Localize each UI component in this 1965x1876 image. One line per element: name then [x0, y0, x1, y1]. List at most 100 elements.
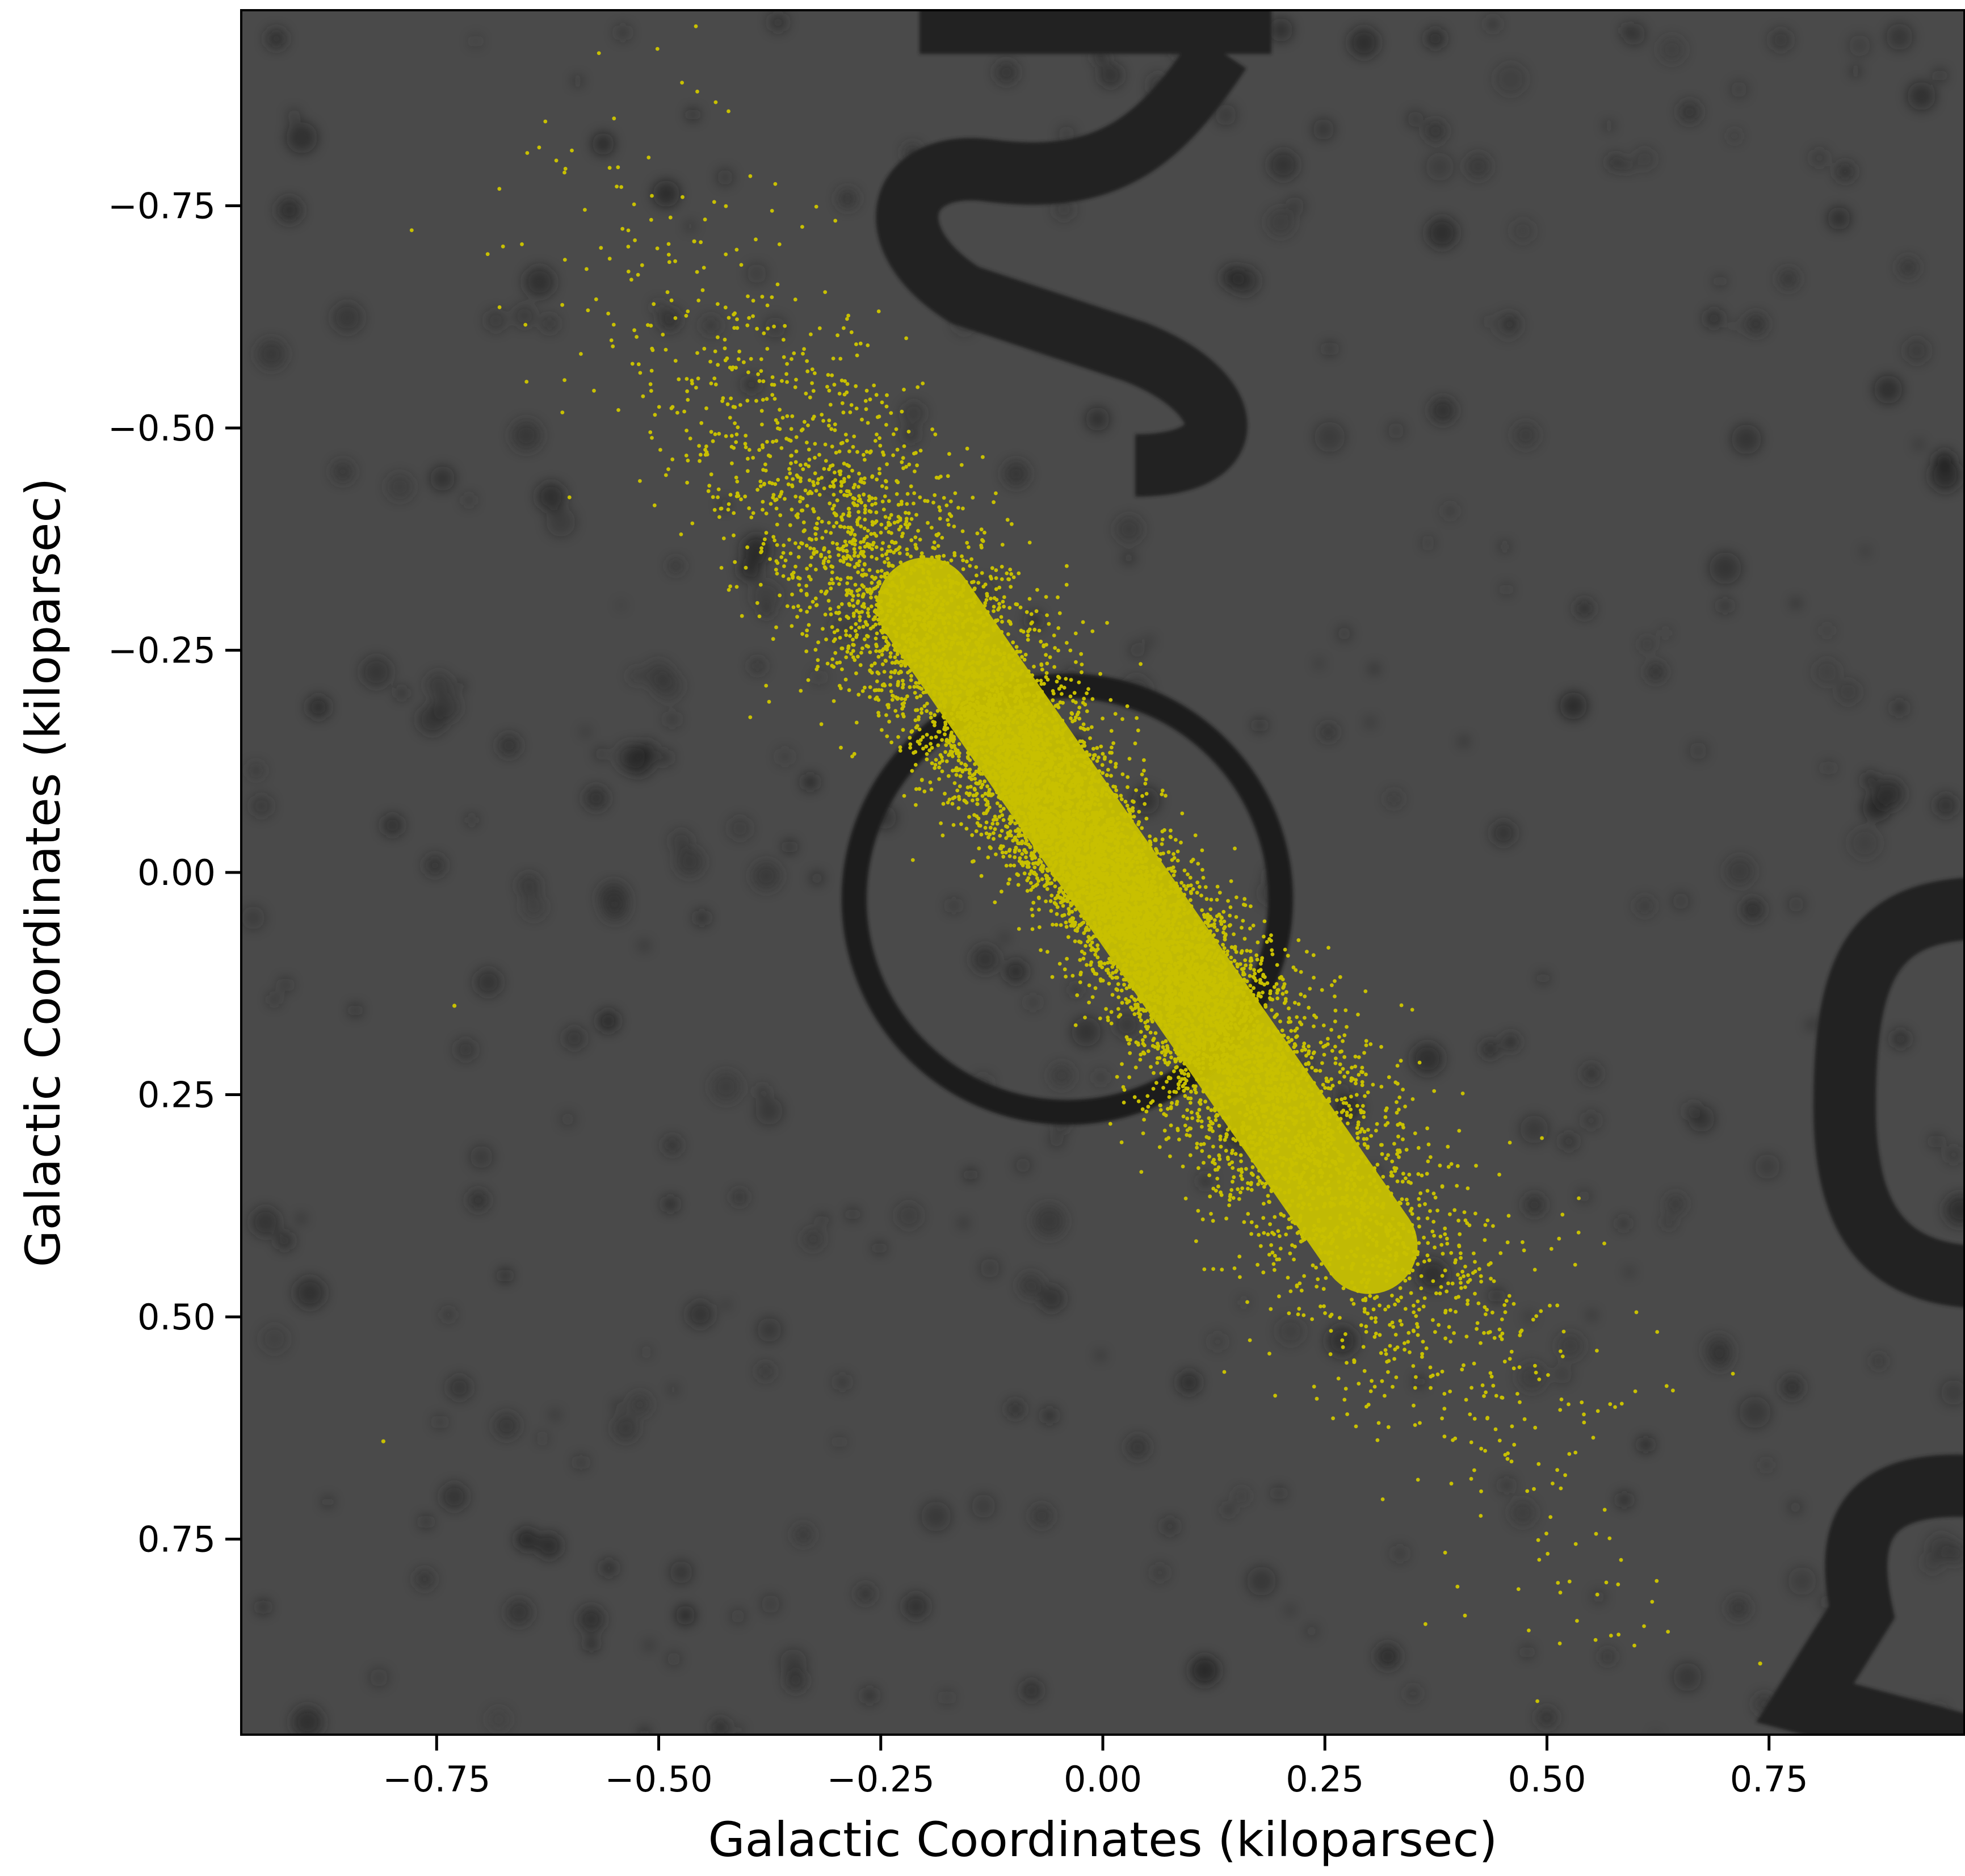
scatter-point: [1527, 1629, 1531, 1632]
scatter-point: [952, 524, 956, 528]
scatter-point: [486, 252, 490, 256]
background-speckle: [1666, 1194, 1686, 1214]
scatter-point: [1028, 628, 1032, 632]
scatter-point: [856, 499, 860, 503]
background-speckle: [972, 946, 998, 972]
scatter-point: [1167, 1019, 1171, 1023]
scatter-point: [1512, 1443, 1516, 1447]
background-speckle: [1731, 81, 1747, 98]
scatter-point: [1008, 848, 1012, 852]
background-speckle: [1231, 267, 1259, 295]
scatter-point: [909, 555, 913, 559]
scatter-point: [1537, 1378, 1541, 1382]
scatter-point: [1431, 1374, 1435, 1378]
background-speckle: [420, 1516, 433, 1528]
scatter-point: [1031, 739, 1035, 743]
scatter-point: [1359, 1201, 1363, 1204]
scatter-point: [1330, 1251, 1334, 1255]
scatter-point: [1279, 1082, 1283, 1086]
scatter-point: [955, 773, 959, 777]
scatter-point: [765, 440, 769, 444]
scatter-point: [1183, 1094, 1187, 1098]
scatter-point: [906, 671, 910, 675]
scatter-point: [1288, 1252, 1292, 1256]
scatter-point: [774, 559, 778, 563]
scatter-point: [1433, 1245, 1437, 1249]
background-speckle: [595, 747, 608, 761]
scatter-point: [1375, 1196, 1379, 1200]
background-speckle: [1094, 1071, 1107, 1084]
background-speckle: [1862, 548, 1869, 555]
scatter-point: [829, 531, 833, 535]
scatter-point: [1055, 718, 1059, 722]
scatter-point: [1399, 1059, 1403, 1063]
scatter-point: [1188, 909, 1192, 913]
scatter-point: [1190, 1110, 1194, 1114]
background-speckle: [464, 495, 475, 506]
scatter-point: [976, 821, 980, 825]
background-speckle: [275, 1232, 294, 1250]
scatter-point: [1116, 837, 1120, 841]
scatter-point: [846, 314, 850, 318]
scatter-point: [811, 600, 815, 604]
scatter-point: [1168, 1035, 1172, 1039]
scatter-point: [1479, 1447, 1483, 1451]
scatter-point: [1373, 1385, 1377, 1389]
scatter-point: [1078, 958, 1082, 962]
background-speckle: [732, 1190, 746, 1204]
scatter-point: [929, 780, 933, 784]
scatter-point: [821, 627, 825, 631]
scatter-point: [1177, 1076, 1181, 1080]
scatter-point: [879, 531, 883, 535]
scatter-point: [853, 554, 856, 558]
scatter-point: [986, 674, 990, 678]
background-speckle: [585, 786, 608, 810]
scatter-point: [682, 410, 686, 414]
scatter-point: [1388, 1273, 1392, 1277]
background-speckle: [874, 1243, 885, 1253]
scatter-point: [1345, 1222, 1349, 1226]
scatter-point: [1025, 745, 1029, 749]
scatter-point: [1521, 1240, 1525, 1244]
scatter-point: [1182, 1115, 1186, 1119]
scatter-point: [930, 427, 934, 431]
scatter-point: [790, 484, 794, 488]
scatter-point: [1296, 1186, 1300, 1190]
scatter-point: [949, 514, 953, 518]
scatter-point: [1426, 1160, 1430, 1164]
scatter-point: [716, 496, 720, 500]
scatter-point: [922, 571, 926, 575]
scatter-point: [1248, 926, 1252, 930]
scatter-point: [1295, 1173, 1299, 1177]
scatter-point: [771, 535, 775, 539]
scatter-point: [838, 636, 842, 640]
background-speckle: [921, 1501, 951, 1531]
background-speckle: [1729, 131, 1740, 141]
background-speckle: [517, 874, 540, 897]
scatter-point: [1152, 1087, 1156, 1091]
scatter-point: [862, 540, 866, 544]
scatter-point: [1145, 934, 1149, 938]
background-speckle: [1792, 599, 1799, 607]
scatter-point: [913, 469, 917, 473]
scatter-point: [1028, 729, 1032, 733]
scatter-point: [1243, 958, 1247, 962]
scatter-point: [1167, 850, 1171, 854]
scatter-point: [1093, 803, 1097, 807]
background-speckle: [1072, 1017, 1101, 1046]
scatter-point: [1009, 714, 1013, 717]
scatter-point: [1340, 1158, 1343, 1162]
background-speckle: [1640, 638, 1653, 651]
scatter-point: [1296, 938, 1300, 942]
background-speckle: [1481, 1040, 1498, 1057]
scatter-point: [1465, 1334, 1469, 1338]
scatter-point: [1326, 1252, 1330, 1256]
scatter-point: [1512, 1366, 1516, 1370]
scatter-point: [1323, 1250, 1327, 1254]
scatter-point: [973, 777, 977, 781]
scatter-point: [1303, 1016, 1307, 1020]
scatter-point: [1508, 1357, 1512, 1361]
scatter-point: [1031, 734, 1035, 738]
scatter-point: [1225, 980, 1229, 984]
scatter-point: [850, 330, 854, 334]
